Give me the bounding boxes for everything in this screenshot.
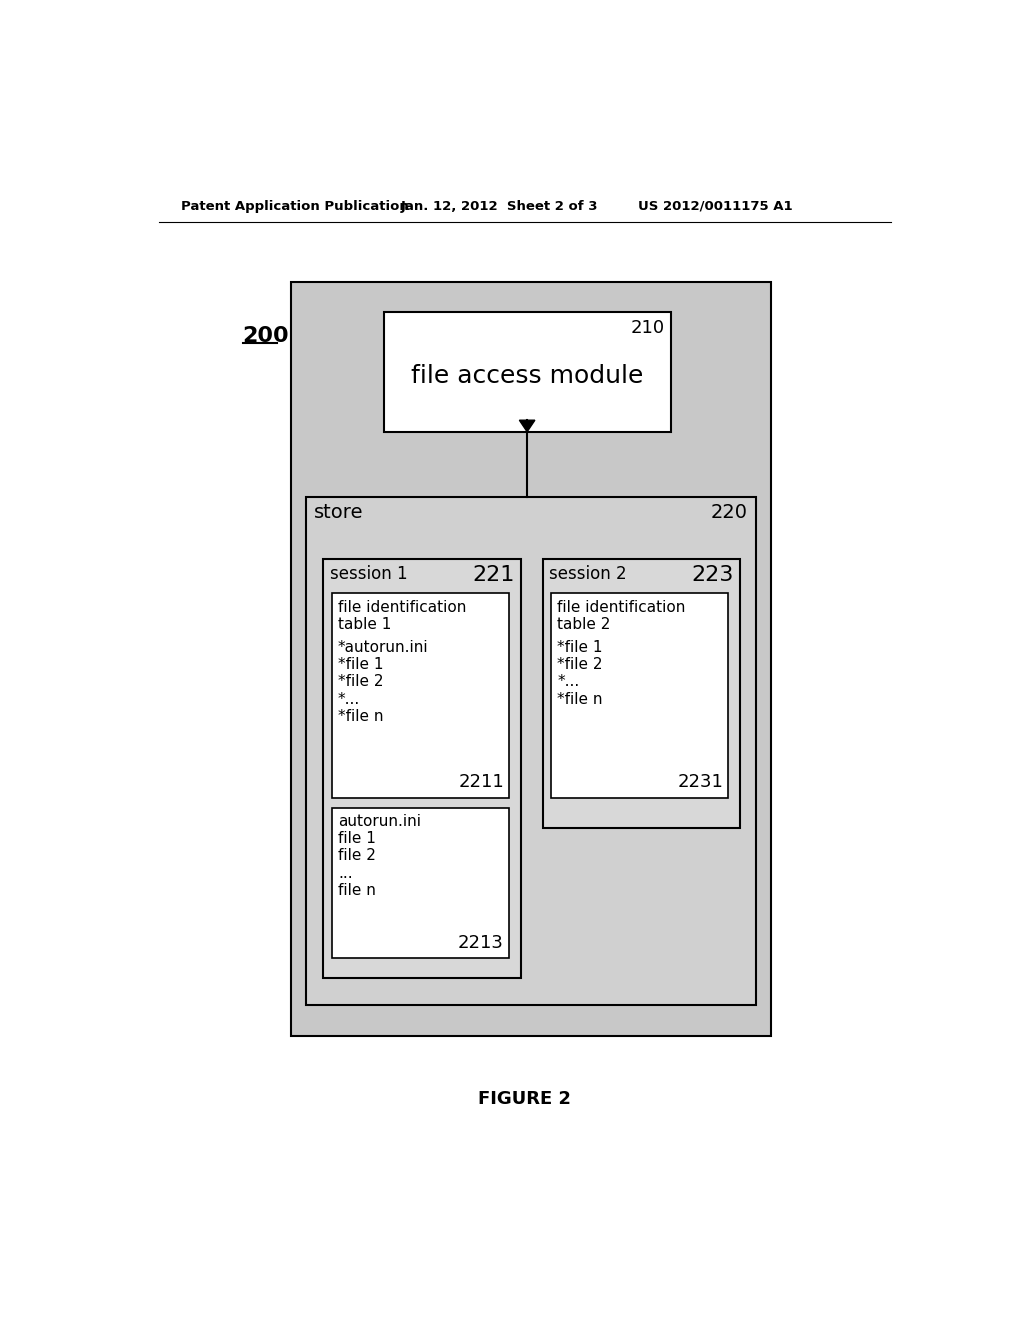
Bar xyxy=(306,498,756,1006)
Text: file identification
table 1: file identification table 1 xyxy=(338,599,466,632)
Text: file identification
table 2: file identification table 2 xyxy=(557,599,686,632)
Text: 220: 220 xyxy=(711,503,748,523)
Text: 2211: 2211 xyxy=(458,774,504,792)
Text: FIGURE 2: FIGURE 2 xyxy=(478,1090,571,1107)
Text: 223: 223 xyxy=(691,565,734,585)
Bar xyxy=(332,808,509,958)
Text: 210: 210 xyxy=(630,318,665,337)
Bar xyxy=(543,558,740,829)
Bar xyxy=(384,313,671,432)
Bar xyxy=(551,594,728,797)
Text: 221: 221 xyxy=(472,565,515,585)
Text: Patent Application Publication: Patent Application Publication xyxy=(180,199,409,213)
Text: 200: 200 xyxy=(243,326,290,346)
Text: *file 1
*file 2
*...
*file n: *file 1 *file 2 *... *file n xyxy=(557,640,603,706)
Text: Jan. 12, 2012  Sheet 2 of 3: Jan. 12, 2012 Sheet 2 of 3 xyxy=(400,199,598,213)
Text: *autorun.ini
*file 1
*file 2
*...
*file n: *autorun.ini *file 1 *file 2 *... *file … xyxy=(338,640,429,725)
Bar xyxy=(324,558,521,978)
Text: 2213: 2213 xyxy=(458,933,504,952)
Text: session 1: session 1 xyxy=(330,565,408,583)
Text: store: store xyxy=(314,503,364,523)
Text: file access module: file access module xyxy=(411,364,643,388)
Bar xyxy=(291,281,771,1036)
Text: autorun.ini
file 1
file 2
...
file n: autorun.ini file 1 file 2 ... file n xyxy=(338,813,421,899)
Bar xyxy=(332,594,509,797)
Text: session 2: session 2 xyxy=(549,565,627,583)
Text: US 2012/0011175 A1: US 2012/0011175 A1 xyxy=(638,199,793,213)
Text: 2231: 2231 xyxy=(677,774,723,792)
Polygon shape xyxy=(519,420,535,432)
